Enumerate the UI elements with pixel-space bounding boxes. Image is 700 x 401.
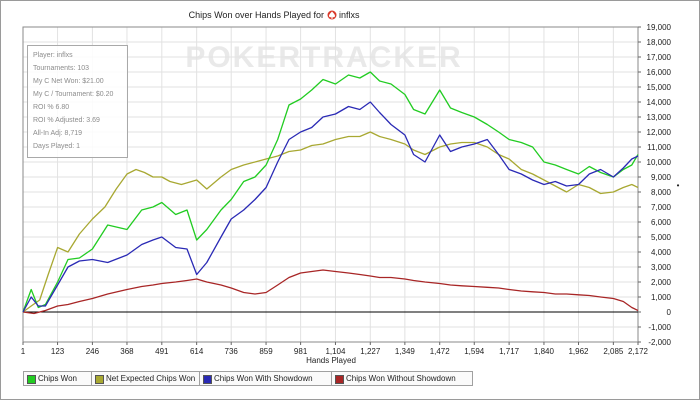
player-spade-icon bbox=[327, 10, 337, 20]
x-tick-label: 859 bbox=[259, 347, 273, 356]
series-line-chips-won-with-showdown bbox=[22, 101, 639, 313]
x-tick-label: 1,840 bbox=[534, 347, 555, 356]
series-line-chips-won-without-showdown bbox=[22, 269, 639, 315]
y-tick-label: 16,000 bbox=[647, 68, 672, 77]
y-tick-label: 4,000 bbox=[651, 248, 672, 257]
y-tick-label: 11,000 bbox=[647, 143, 671, 152]
y-tick-label: 6,000 bbox=[651, 218, 672, 227]
y-tick-label: 3,000 bbox=[651, 263, 672, 272]
y-tick-label: 7,000 bbox=[651, 203, 672, 212]
x-tick-label: 1,349 bbox=[395, 347, 416, 356]
chart-title-player: inflxs bbox=[339, 10, 360, 20]
legend-swatch bbox=[27, 375, 36, 384]
legend-item-chips-won[interactable]: Chips Won bbox=[23, 371, 95, 386]
legend-label: Net Expected Chips Won bbox=[106, 374, 196, 383]
y-tick-label: 2,000 bbox=[651, 278, 672, 287]
y-tick-label: 19,000 bbox=[647, 23, 672, 32]
stat-tournaments: Tournaments: 103 bbox=[33, 65, 90, 72]
legend-item-net-expected[interactable]: Net Expected Chips Won bbox=[91, 371, 203, 386]
stat-per-tournament: My C / Tournament: $0.20 bbox=[33, 91, 114, 98]
y-tick-label: 8,000 bbox=[651, 188, 672, 197]
y-tick-label: 5,000 bbox=[651, 233, 672, 242]
series-line-chips-won bbox=[22, 71, 639, 313]
x-tick-label: 2,085 bbox=[603, 347, 624, 356]
stat-days-played: Days Played: 1 bbox=[33, 143, 81, 150]
x-tick-label: 1,717 bbox=[499, 347, 520, 356]
y-tick-label: 17,000 bbox=[647, 53, 672, 62]
x-tick-label: 2,172 bbox=[628, 347, 649, 356]
x-tick-label: 491 bbox=[155, 347, 169, 356]
x-tick-label: 246 bbox=[86, 347, 100, 356]
y-tick-label: 0 bbox=[667, 308, 672, 317]
y-tick-label: 12,000 bbox=[647, 128, 672, 137]
legend-label: Chips Won bbox=[38, 374, 77, 383]
chart-title: Chips Won over Hands Played for bbox=[189, 10, 324, 20]
y-tick-label: -2,000 bbox=[648, 338, 671, 347]
y-tick-label: -1,000 bbox=[648, 323, 671, 332]
stat-roi-adjusted: ROI % Adjusted: 3.69 bbox=[33, 117, 100, 124]
x-tick-label: 368 bbox=[120, 347, 134, 356]
stat-roi: ROI % 6.80 bbox=[33, 104, 70, 111]
legend-item-without-showdown[interactable]: Chips Won Without Showdown bbox=[331, 371, 473, 386]
grid-lines bbox=[22, 26, 639, 343]
stat-allin-adj: All-In Adj: 8,719 bbox=[33, 130, 83, 137]
legend-item-with-showdown[interactable]: Chips Won With Showdown bbox=[199, 371, 335, 386]
y-axis-label: • bbox=[677, 181, 680, 190]
legend-swatch bbox=[335, 375, 344, 384]
y-tick-label: 15,000 bbox=[647, 83, 672, 92]
y-tick-label: 1,000 bbox=[651, 293, 672, 302]
x-tick-label: 1,104 bbox=[325, 347, 346, 356]
x-axis-label: Hands Played bbox=[306, 356, 356, 365]
series-line-net-expected-chips-won bbox=[22, 131, 639, 313]
y-tick-label: 10,000 bbox=[647, 158, 672, 167]
legend-swatch bbox=[95, 375, 104, 384]
x-tick-label: 1,227 bbox=[360, 347, 381, 356]
player-stats-box: Player: inflxs Tournaments: 103 My C Net… bbox=[27, 45, 128, 158]
stat-net-won: My C Net Won: $21.00 bbox=[33, 78, 104, 85]
legend-label: Chips Won With Showdown bbox=[214, 374, 313, 383]
x-tick-label: 123 bbox=[51, 347, 65, 356]
y-tick-label: 18,000 bbox=[647, 38, 672, 47]
y-tick-label: 14,000 bbox=[647, 98, 672, 107]
y-tick-label: 9,000 bbox=[651, 173, 672, 182]
x-tick-label: 981 bbox=[294, 347, 308, 356]
stat-player: Player: inflxs bbox=[33, 52, 73, 59]
x-tick-label: 1,472 bbox=[430, 347, 451, 356]
x-tick-label: 1,594 bbox=[464, 347, 485, 356]
legend-label: Chips Won Without Showdown bbox=[346, 374, 456, 383]
x-tick-label: 1 bbox=[21, 347, 26, 356]
x-tick-label: 614 bbox=[190, 347, 204, 356]
spade-icon bbox=[329, 11, 335, 19]
x-tick-label: 736 bbox=[225, 347, 239, 356]
x-tick-label: 1,962 bbox=[568, 347, 589, 356]
legend-swatch bbox=[203, 375, 212, 384]
plot-area bbox=[22, 26, 639, 343]
y-tick-label: 13,000 bbox=[647, 113, 672, 122]
